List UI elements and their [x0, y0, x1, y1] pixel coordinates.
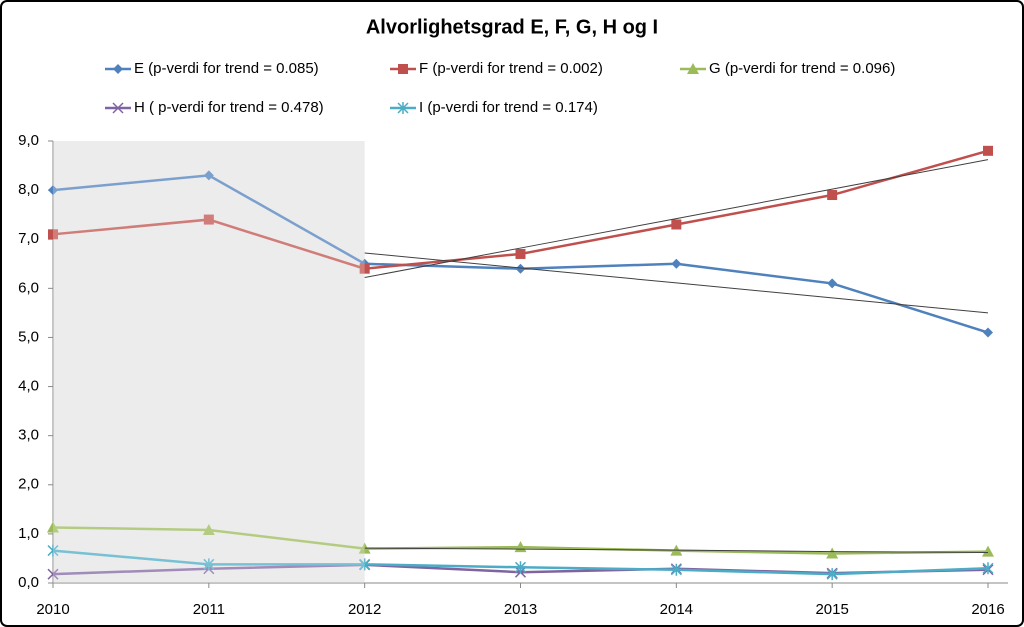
legend-marker	[398, 64, 408, 74]
x-tick-label: 2013	[504, 601, 537, 618]
legend-marker	[687, 63, 699, 74]
legend-label: G (p-verdi for trend = 0.096)	[709, 60, 895, 77]
y-tick-label: 8,0	[18, 181, 39, 198]
legend-marker	[112, 102, 124, 114]
marker	[671, 219, 682, 230]
legend-label: I (p-verdi for trend = 0.174)	[419, 99, 598, 116]
marker	[983, 327, 993, 338]
marker	[671, 258, 682, 269]
x-tick-label: 2016	[971, 601, 1004, 618]
marker	[47, 568, 59, 580]
marker	[203, 214, 214, 225]
marker	[514, 561, 527, 574]
marker	[359, 263, 370, 274]
marker	[670, 563, 682, 576]
y-tick-label: 2,0	[18, 476, 39, 493]
marker	[827, 190, 838, 201]
y-tick-label: 9,0	[18, 132, 39, 149]
shaded-overlay	[53, 141, 365, 583]
x-tick-label: 2011	[193, 601, 225, 618]
y-tick-label: 4,0	[18, 378, 39, 395]
marker	[203, 170, 214, 181]
marker	[826, 547, 839, 559]
marker	[48, 185, 58, 196]
trend-line	[364, 547, 989, 554]
marker	[515, 263, 526, 274]
marker	[515, 248, 526, 259]
marker	[47, 544, 59, 557]
chart-title: Alvorlighetsgrad E, F, G, H og I	[366, 16, 658, 38]
y-tick-label: 0,0	[18, 574, 39, 591]
marker	[358, 542, 371, 554]
marker	[826, 568, 838, 581]
trend-line	[364, 159, 989, 279]
legend-label: E (p-verdi for trend = 0.085)	[134, 60, 319, 77]
marker	[982, 562, 994, 575]
trend-line	[364, 252, 989, 314]
x-tick-label: 2010	[36, 601, 69, 618]
legend-marker	[113, 64, 123, 74]
marker	[982, 545, 994, 557]
legend-label: F (p-verdi for trend = 0.002)	[419, 60, 603, 77]
marker	[202, 523, 215, 535]
x-tick-label: 2014	[660, 601, 693, 618]
marker	[203, 558, 215, 571]
marker	[827, 278, 838, 289]
marker	[48, 229, 58, 240]
legend-marker	[397, 102, 409, 114]
x-tick-label: 2012	[348, 601, 381, 618]
y-tick-label: 1,0	[18, 525, 39, 542]
x-tick-label: 2015	[815, 601, 848, 618]
legend-label: H ( p-verdi for trend = 0.478)	[134, 99, 324, 116]
marker	[47, 521, 59, 533]
y-tick-label: 3,0	[18, 427, 39, 444]
marker	[983, 145, 993, 156]
y-tick-label: 6,0	[18, 279, 39, 296]
marker	[359, 558, 371, 571]
y-tick-label: 7,0	[18, 230, 39, 247]
y-tick-label: 5,0	[18, 328, 39, 345]
